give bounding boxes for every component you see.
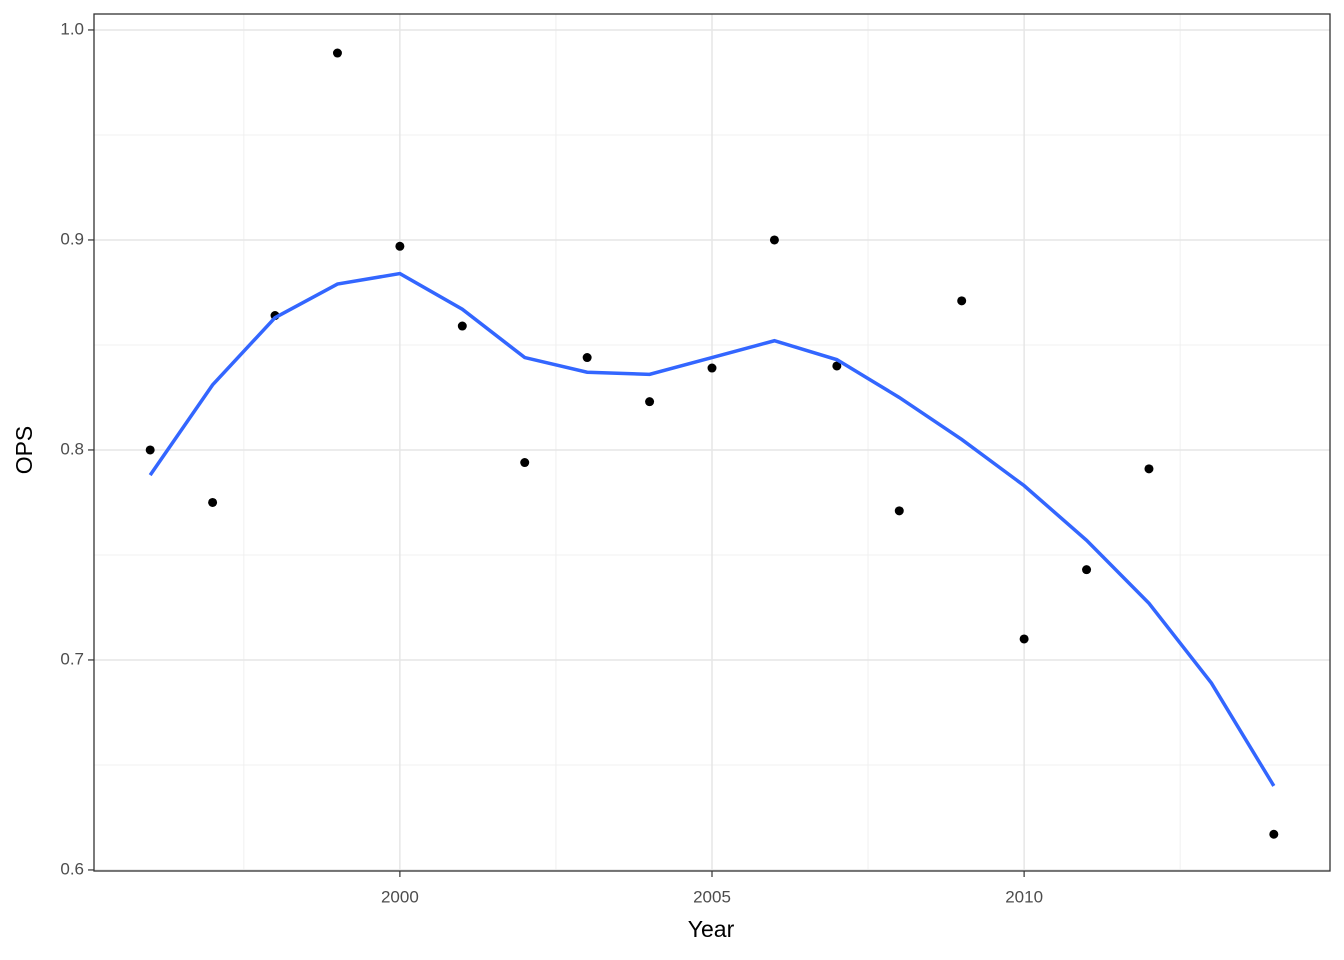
x-axis-title: Year	[688, 916, 735, 942]
y-tick-label: 1.0	[60, 19, 84, 38]
smooth-line	[148, 271, 1276, 787]
point	[1144, 464, 1154, 474]
point	[707, 363, 717, 373]
point	[832, 361, 842, 371]
y-tick-label: 0.9	[60, 229, 84, 248]
point	[332, 48, 342, 58]
point	[1269, 829, 1279, 839]
point	[457, 321, 467, 331]
point	[894, 506, 904, 516]
point	[582, 353, 592, 363]
y-tick-label: 0.8	[60, 439, 84, 458]
panel-border	[93, 13, 1331, 872]
x-tick-label: 2000	[381, 887, 419, 906]
point	[645, 397, 655, 407]
point	[957, 296, 967, 306]
point	[145, 445, 155, 455]
x-tick-label: 2010	[1005, 887, 1043, 906]
point	[520, 458, 530, 468]
y-tick-label: 0.7	[60, 649, 84, 668]
point	[1082, 565, 1092, 575]
y-axis-title: OPS	[11, 426, 37, 475]
x-tick-label: 2005	[693, 887, 731, 906]
point	[769, 235, 779, 245]
point	[208, 497, 218, 507]
y-tick-label: 0.6	[60, 859, 84, 878]
point	[1019, 634, 1029, 644]
point	[395, 241, 405, 251]
